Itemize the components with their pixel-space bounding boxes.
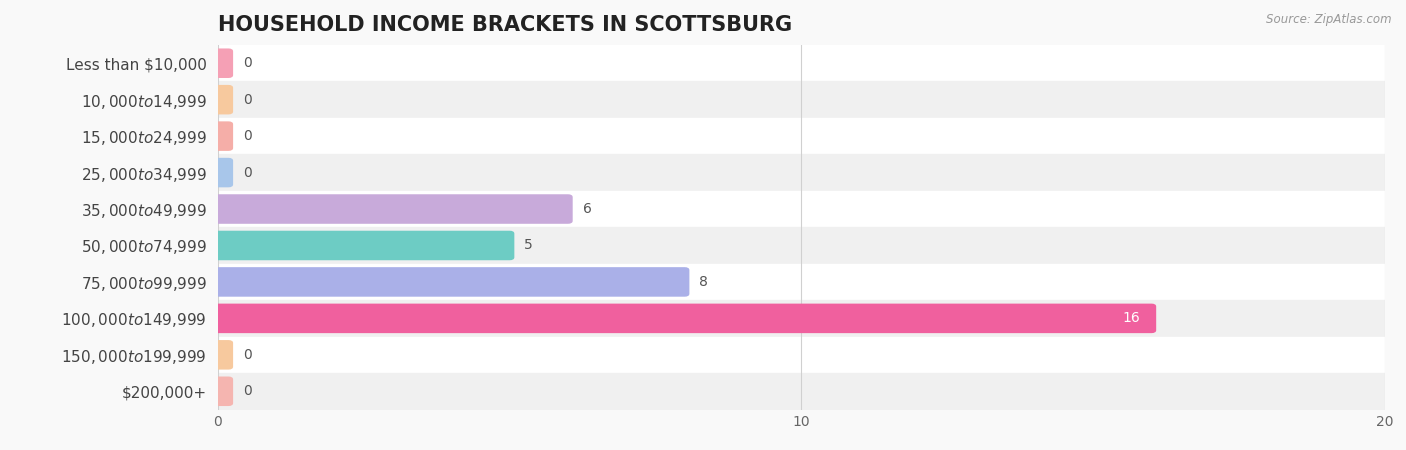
Bar	[218, 264, 1385, 300]
FancyBboxPatch shape	[214, 377, 233, 406]
Text: 0: 0	[243, 166, 252, 180]
Text: HOUSEHOLD INCOME BRACKETS IN SCOTTSBURG: HOUSEHOLD INCOME BRACKETS IN SCOTTSBURG	[218, 15, 792, 35]
Bar	[218, 118, 1385, 154]
Bar	[218, 300, 1385, 337]
Text: 8: 8	[699, 275, 709, 289]
Bar	[218, 45, 1385, 81]
Text: 0: 0	[243, 93, 252, 107]
FancyBboxPatch shape	[214, 267, 689, 297]
Bar	[218, 373, 1385, 410]
Text: 16: 16	[1122, 311, 1140, 325]
FancyBboxPatch shape	[214, 231, 515, 260]
Text: 0: 0	[243, 56, 252, 70]
Bar	[218, 191, 1385, 227]
FancyBboxPatch shape	[214, 340, 233, 369]
Bar	[218, 337, 1385, 373]
Bar	[218, 81, 1385, 118]
Text: 5: 5	[524, 238, 533, 252]
Bar	[218, 227, 1385, 264]
Text: 6: 6	[582, 202, 592, 216]
FancyBboxPatch shape	[214, 194, 572, 224]
FancyBboxPatch shape	[214, 49, 233, 78]
Text: 0: 0	[243, 129, 252, 143]
Text: Source: ZipAtlas.com: Source: ZipAtlas.com	[1267, 14, 1392, 27]
Bar	[218, 154, 1385, 191]
FancyBboxPatch shape	[214, 304, 1156, 333]
FancyBboxPatch shape	[214, 85, 233, 114]
FancyBboxPatch shape	[214, 158, 233, 187]
FancyBboxPatch shape	[214, 122, 233, 151]
Text: 0: 0	[243, 348, 252, 362]
Text: 0: 0	[243, 384, 252, 398]
